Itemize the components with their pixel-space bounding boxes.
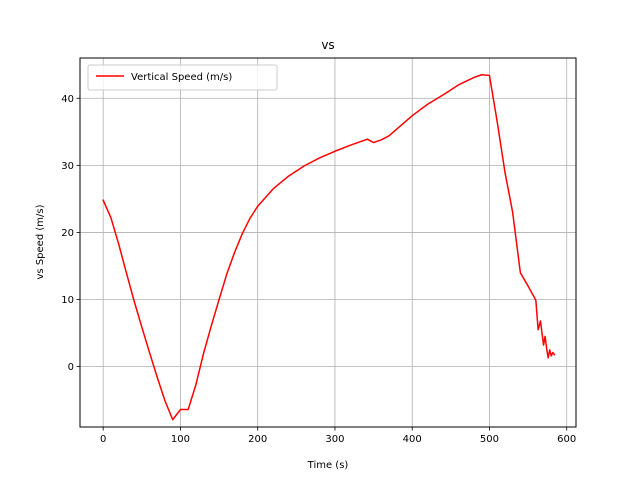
x-tick-label: 0 <box>100 434 106 445</box>
legend: Vertical Speed (m/s) <box>87 64 278 91</box>
legend-label: Vertical Speed (m/s) <box>131 72 232 83</box>
chart-title: vs <box>321 38 334 52</box>
x-tick-label: 300 <box>325 434 344 445</box>
y-tick-label: 40 <box>61 94 74 105</box>
y-tick-label: 0 <box>68 362 74 373</box>
x-tick-label: 600 <box>557 434 576 445</box>
y-tick-label: 10 <box>61 295 74 306</box>
x-axis: 0 100 200 300 400 500 600 <box>100 427 576 445</box>
x-axis-label: Time (s) <box>307 460 349 471</box>
series-line-vertical-speed <box>102 74 556 421</box>
y-axis: 0 10 20 30 40 <box>61 94 80 373</box>
y-axis-label: vs Speed (m/s) <box>35 204 46 279</box>
gridlines <box>80 58 576 427</box>
x-tick-label: 500 <box>480 434 499 445</box>
plot-frame <box>79 57 577 428</box>
y-tick-label: 30 <box>61 161 74 172</box>
x-tick-label: 100 <box>171 434 190 445</box>
x-tick-label: 200 <box>248 434 267 445</box>
legend-box <box>87 64 278 91</box>
x-tick-label: 400 <box>403 434 422 445</box>
series-layer <box>102 74 556 421</box>
y-tick-label: 20 <box>61 228 74 239</box>
